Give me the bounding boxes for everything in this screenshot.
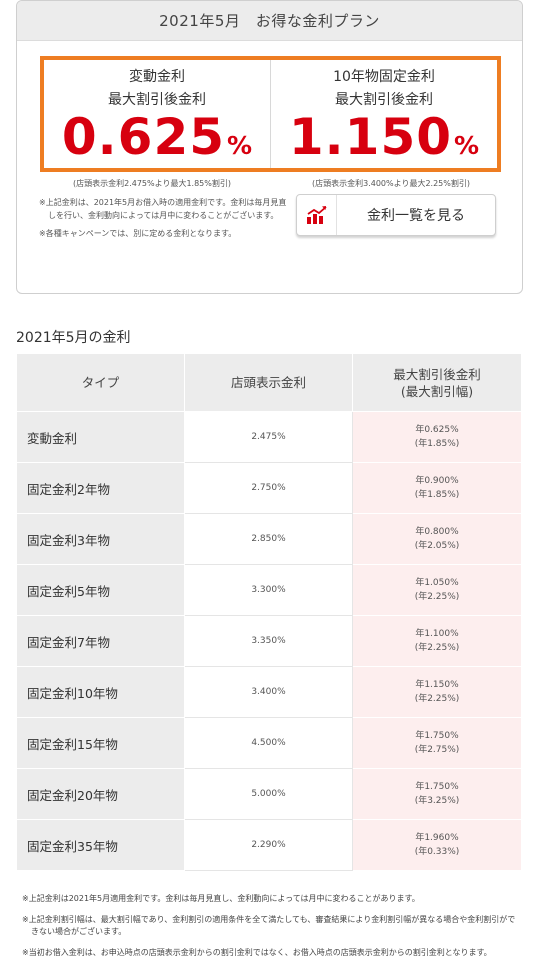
rate-table-title: 2021年5月の金利 (16, 330, 131, 346)
row-discount-rate: 年1.100% (415, 629, 459, 639)
row-discount: 年0.625% (年1.85%) (352, 411, 522, 463)
variable-rate-label-2: 最大割引後金利 (108, 92, 206, 108)
row-discount-width: (年2.75%) (414, 745, 460, 755)
row-discount-width: (年2.05%) (414, 541, 460, 551)
row-discount: 年1.750% (年3.25%) (352, 768, 522, 820)
row-store-rate: 2.750% (184, 462, 353, 514)
table-row: 固定金利3年物 2.850% 年0.800% (年2.05%) (16, 513, 522, 565)
row-store-rate: 2.475% (184, 411, 353, 463)
row-discount: 年0.800% (年2.05%) (352, 513, 522, 565)
row-discount: 年1.100% (年2.25%) (352, 615, 522, 667)
table-row: 変動金利 2.475% 年0.625% (年1.85%) (16, 411, 522, 463)
row-discount-rate: 年1.150% (415, 680, 459, 690)
table-row: 固定金利15年物 4.500% 年1.750% (年2.75%) (16, 717, 522, 769)
footnote: ※上記金利は2021年5月適用金利です。金利は毎月見直し、金利動向によっては月中… (22, 894, 420, 903)
header-discount-rate: 最大割引後金利 (最大割引幅) (352, 353, 522, 412)
fixed10-rate-value: 1.150% (271, 112, 497, 174)
row-discount-width: (年0.33%) (414, 847, 460, 857)
header-discount-rate-line2: (最大割引幅) (400, 383, 474, 399)
row-type: 固定金利15年物 (16, 717, 185, 769)
rate-list-button[interactable]: 金利一覧を見る (296, 194, 496, 236)
row-type: 固定金利3年物 (16, 513, 185, 565)
plan-note: ※各種キャンペーンでは、別に定める金利となります。 (39, 229, 237, 238)
fixed10-rate-note: (店頭表示金利3.400%より最大2.25%割引) (312, 179, 470, 188)
fixed10-rate-panel: 10年物固定金利 最大割引後金利 1.150% (270, 60, 497, 168)
row-store-rate: 3.350% (184, 615, 353, 667)
footnote: ※当初お借入金利は、お申込時点の店頭表示金利からの割引金利ではなく、お借入時点の… (22, 947, 492, 957)
plan-card: 2021年5月 お得な金利プラン 変動金利 最大割引後金利 0.625% 10年… (16, 0, 523, 294)
table-row: 固定金利2年物 2.750% 年0.900% (年1.85%) (16, 462, 522, 514)
row-discount-width: (年1.85%) (414, 490, 460, 500)
variable-rate-number: 0.625 (61, 108, 226, 166)
rate-list-button-label: 金利一覧を見る (367, 208, 465, 224)
fixed10-rate-label-2: 最大割引後金利 (335, 92, 433, 108)
row-discount: 年1.150% (年2.25%) (352, 666, 522, 718)
row-store-rate: 2.850% (184, 513, 353, 565)
row-discount-width: (年1.85%) (414, 439, 460, 449)
row-store-rate: 2.290% (184, 819, 353, 871)
footnote: ※上記金利割引幅は、最大割引幅であり、金利割引の適用条件を全て満たしても、審査結… (22, 914, 516, 937)
plan-card-title: 2021年5月 お得な金利プラン (17, 1, 522, 41)
fixed10-rate-label-1: 10年物固定金利 (333, 69, 435, 85)
row-discount-width: (年2.25%) (414, 592, 460, 602)
table-row: 固定金利7年物 3.350% 年1.100% (年2.25%) (16, 615, 522, 667)
row-discount-rate: 年0.800% (415, 527, 459, 537)
variable-rate-value: 0.625% (44, 112, 270, 174)
row-discount-width: (年2.25%) (414, 694, 460, 704)
row-discount: 年1.050% (年2.25%) (352, 564, 522, 616)
row-discount: 年0.900% (年1.85%) (352, 462, 522, 514)
row-type: 変動金利 (16, 411, 185, 463)
variable-rate-note: (店頭表示金利2.475%より最大1.85%割引) (73, 179, 231, 188)
row-discount-width: (年2.25%) (414, 643, 460, 653)
header-discount-rate-line1: 最大割引後金利 (393, 366, 481, 382)
table-row: 固定金利10年物 3.400% 年1.150% (年2.25%) (16, 666, 522, 718)
fixed10-rate-number: 1.150 (288, 108, 453, 166)
highlight-rate-box: 変動金利 最大割引後金利 0.625% 10年物固定金利 最大割引後金利 1.1… (40, 56, 501, 172)
footnotes: ※上記金利は2021年5月適用金利です。金利は毎月見直し、金利動向によっては月中… (22, 893, 522, 967)
row-type: 固定金利2年物 (16, 462, 185, 514)
row-type: 固定金利35年物 (16, 819, 185, 871)
row-discount: 年1.750% (年2.75%) (352, 717, 522, 769)
variable-rate-unit: % (227, 131, 253, 160)
table-row: 固定金利35年物 2.290% 年1.960% (年0.33%) (16, 819, 522, 871)
row-discount-width: (年3.25%) (414, 796, 460, 806)
row-store-rate: 5.000% (184, 768, 353, 820)
row-discount-rate: 年1.750% (415, 731, 459, 741)
rate-table-header: タイプ 店頭表示金利 最大割引後金利 (最大割引幅) (16, 353, 522, 412)
plan-notes: ※上記金利は、2021年5月お借入時の適用金利です。金利は毎月見直しを行い、金利… (39, 197, 289, 247)
row-store-rate: 4.500% (184, 717, 353, 769)
table-row: 固定金利20年物 5.000% 年1.750% (年3.25%) (16, 768, 522, 820)
variable-rate-label-1: 変動金利 (129, 69, 185, 85)
row-store-rate: 3.300% (184, 564, 353, 616)
row-type: 固定金利10年物 (16, 666, 185, 718)
plan-note: ※上記金利は、2021年5月お借入時の適用金利です。金利は毎月見直しを行い、金利… (39, 198, 287, 220)
fixed10-rate-unit: % (454, 131, 480, 160)
row-type: 固定金利5年物 (16, 564, 185, 616)
row-discount-rate: 年1.960% (415, 833, 459, 843)
table-row: 固定金利5年物 3.300% 年1.050% (年2.25%) (16, 564, 522, 616)
rate-table: タイプ 店頭表示金利 最大割引後金利 (最大割引幅) 変動金利 2.475% 年… (16, 353, 522, 871)
row-discount-rate: 年1.750% (415, 782, 459, 792)
row-discount: 年1.960% (年0.33%) (352, 819, 522, 871)
row-discount-rate: 年0.625% (415, 425, 459, 435)
rate-chart-icon (297, 195, 337, 235)
row-discount-rate: 年1.050% (415, 578, 459, 588)
row-store-rate: 3.400% (184, 666, 353, 718)
header-store-rate: 店頭表示金利 (184, 353, 353, 412)
row-type: 固定金利7年物 (16, 615, 185, 667)
row-type: 固定金利20年物 (16, 768, 185, 820)
variable-rate-panel: 変動金利 最大割引後金利 0.625% (44, 60, 270, 168)
header-type: タイプ (16, 353, 185, 412)
row-discount-rate: 年0.900% (415, 476, 459, 486)
